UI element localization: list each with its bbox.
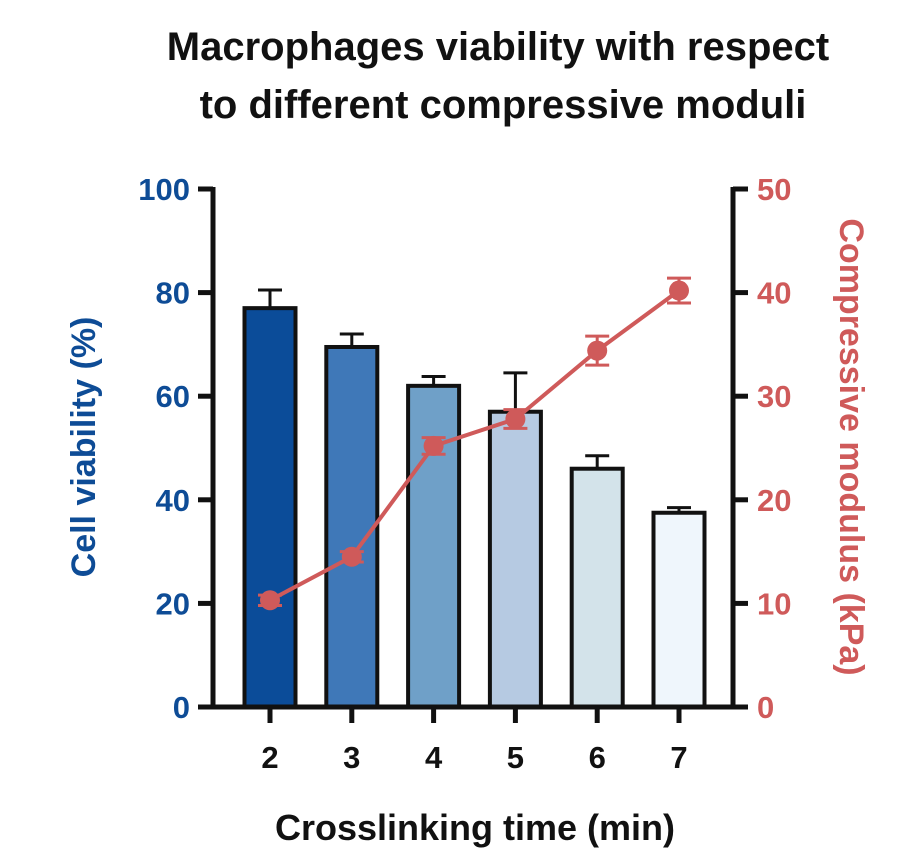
bar-4 (406, 383, 462, 709)
modulus-line (269, 288, 681, 603)
modulus-point-7 (669, 280, 689, 301)
axes (210, 187, 736, 710)
x-tick-label-2: 2 (261, 740, 278, 775)
y-axis-label: Cell viability (%) (65, 317, 103, 578)
x-tick-label-5: 5 (507, 740, 524, 775)
modulus-point-4 (423, 435, 444, 456)
y2-tick-label-50: 50 (757, 172, 791, 207)
chart-title-line-1: Macrophages viability with respect (167, 25, 829, 69)
bars (242, 306, 707, 709)
bar-6 (569, 466, 625, 709)
x-tick-label-6: 6 (589, 740, 606, 775)
modulus-point-3 (341, 546, 362, 567)
y2-tick-label-30: 30 (757, 379, 791, 414)
y-tick-label-60: 60 (156, 379, 190, 414)
y-tick-label-0: 0 (173, 690, 190, 725)
y-tick-label-100: 100 (138, 172, 190, 207)
x-tick-label-7: 7 (670, 740, 687, 775)
x-axis-label: Crosslinking time (min) (275, 807, 675, 848)
modulus-point-2 (260, 590, 280, 611)
chart-title-line-2: to different compressive moduli (200, 83, 807, 127)
modulus-point-5 (505, 408, 526, 429)
bar-2 (242, 306, 298, 709)
modulus-point-6 (587, 340, 608, 361)
chart-title: Macrophages viability with respect to di… (167, 25, 829, 127)
y-tick-label-40: 40 (156, 483, 190, 518)
x-tick-label-4: 4 (425, 740, 443, 775)
bar-5 (487, 409, 543, 709)
y2-tick-label-20: 20 (757, 483, 791, 518)
ticks: 0 20 40 60 80 100 0 10 20 30 40 50 2 3 4 5 6 7 (138, 172, 791, 775)
bar-3 (324, 344, 380, 709)
y2-tick-label-10: 10 (757, 586, 791, 621)
y-tick-label-80: 80 (156, 276, 190, 311)
y-tick-label-20: 20 (156, 586, 190, 621)
bar-error-bars (258, 288, 691, 513)
x-tick-label-3: 3 (343, 740, 360, 775)
bar-7 (651, 510, 707, 709)
modulus-line-series (258, 276, 691, 611)
y2-axis-label: Compressive modulus (kPa) (832, 218, 870, 675)
y2-tick-label-0: 0 (757, 690, 774, 725)
y2-tick-label-40: 40 (757, 276, 791, 311)
